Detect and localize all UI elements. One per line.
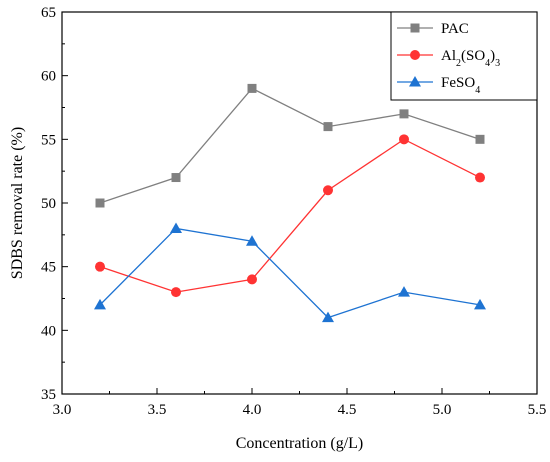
y-tick-label: 65 — [41, 5, 56, 21]
x-tick-label: 3.0 — [53, 402, 72, 418]
y-tick-label: 40 — [41, 323, 56, 339]
axis-ticks: 3.0 3.5 4.0 4.5 5.0 5.5 35 40 45 50 55 60 65 — [41, 5, 546, 418]
y-tick-label: 35 — [41, 387, 56, 403]
y-tick-label: 45 — [41, 260, 56, 276]
y-tick-label: 55 — [41, 132, 56, 148]
series-line-0 — [99, 87, 481, 204]
legend-entry-0: PAC — [441, 21, 469, 37]
legend-marker — [410, 50, 420, 60]
data-point — [95, 198, 105, 208]
data-point — [247, 274, 257, 285]
legend-entry-1: Al2(SO4)3 — [441, 48, 500, 69]
series-lines — [99, 87, 481, 319]
legend-entry-2: FeSO4 — [441, 75, 480, 96]
x-tick-label: 4.0 — [243, 402, 262, 418]
y-tick-label: 50 — [41, 196, 56, 212]
data-point — [399, 109, 409, 119]
series-markers — [94, 83, 486, 323]
legend-marker — [410, 23, 420, 33]
data-point — [171, 173, 181, 183]
data-point — [247, 83, 257, 93]
data-point — [171, 287, 181, 298]
data-point — [94, 298, 106, 310]
x-axis-title: Concentration (g/L) — [236, 435, 364, 452]
data-point — [475, 134, 485, 144]
data-point — [323, 122, 333, 132]
data-point — [475, 172, 485, 183]
data-point — [474, 298, 486, 310]
series-line-1 — [99, 138, 481, 293]
data-point — [322, 311, 334, 323]
x-tick-label: 3.5 — [148, 402, 167, 418]
series-line-2 — [99, 227, 481, 319]
data-point — [170, 222, 182, 233]
data-point — [323, 185, 333, 196]
legend: PAC Al2(SO4)3 FeSO4 — [390, 11, 538, 101]
x-tick-label: 4.5 — [338, 402, 357, 418]
data-point — [399, 134, 409, 145]
y-axis-title: SDBS removal rate (%) — [9, 127, 26, 279]
x-tick-label: 5.5 — [528, 402, 547, 418]
data-point — [398, 286, 410, 297]
data-point — [246, 235, 258, 246]
legend-marker — [409, 76, 421, 87]
data-point — [95, 261, 105, 272]
y-tick-label: 60 — [41, 69, 56, 85]
x-tick-label: 5.0 — [433, 402, 452, 418]
